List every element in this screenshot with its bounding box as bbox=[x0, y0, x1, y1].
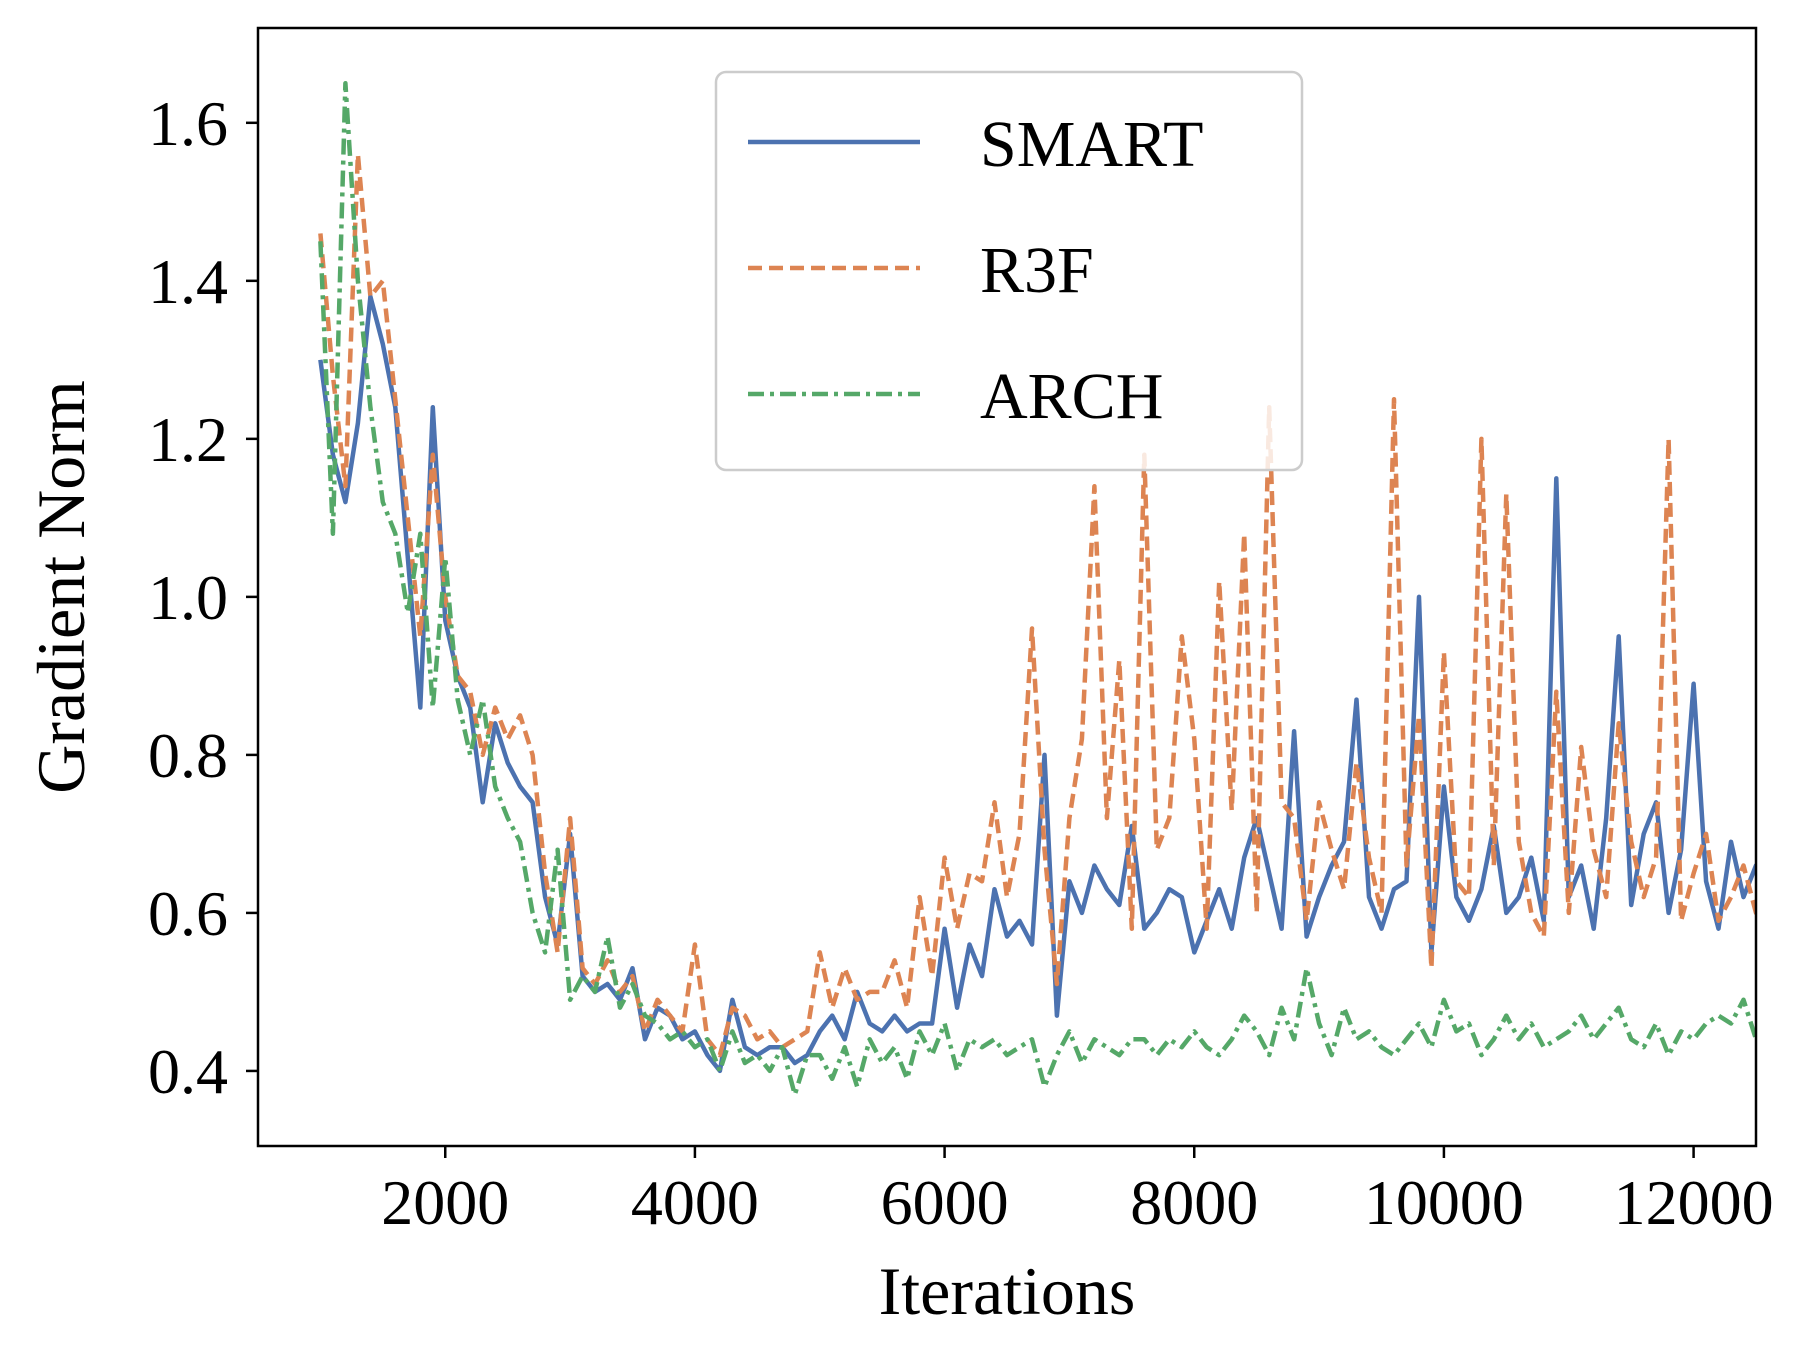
y-tick-label: 1.4 bbox=[148, 246, 228, 317]
x-axis-ticks: 2000 4000 6000 8000 10000 12000 bbox=[381, 1146, 1774, 1238]
y-tick-label: 1.0 bbox=[148, 562, 228, 633]
plot-frame bbox=[256, 26, 1758, 1148]
legend-label-arch: ARCH bbox=[980, 360, 1163, 433]
x-axis-label: Iterations bbox=[879, 1253, 1136, 1329]
legend-label-r3f: R3F bbox=[980, 234, 1094, 307]
y-tick-label: 0.6 bbox=[148, 878, 228, 949]
series-line-arch bbox=[318, 81, 1756, 1097]
series-line-smart bbox=[318, 294, 1756, 1074]
series-layer bbox=[318, 81, 1756, 1097]
x-tick-label: 2000 bbox=[381, 1167, 509, 1238]
y-tick-label: 0.4 bbox=[148, 1036, 228, 1107]
y-axis-label: Gradient Norm bbox=[23, 380, 99, 794]
legend-label-smart: SMART bbox=[980, 108, 1203, 181]
x-tick-label: 4000 bbox=[631, 1167, 759, 1238]
legend-box bbox=[714, 70, 1304, 472]
y-axis-ticks: 0.4 0.6 0.8 1.0 1.2 1.4 1.6 bbox=[148, 88, 258, 1107]
series-line-r3f bbox=[318, 152, 1756, 1058]
x-tick-label: 6000 bbox=[881, 1167, 1009, 1238]
x-tick-label: 8000 bbox=[1130, 1167, 1258, 1238]
y-tick-label: 1.6 bbox=[148, 88, 228, 159]
x-tick-label: 10000 bbox=[1364, 1167, 1524, 1238]
y-tick-label: 1.2 bbox=[148, 404, 228, 475]
legend: SMART R3F ARCH bbox=[714, 70, 1304, 472]
y-tick-label: 0.8 bbox=[148, 720, 228, 791]
x-tick-label: 12000 bbox=[1614, 1167, 1774, 1238]
